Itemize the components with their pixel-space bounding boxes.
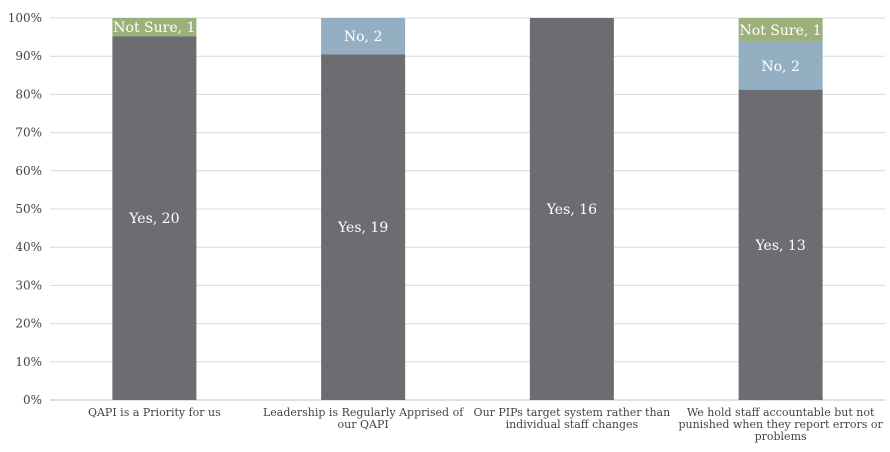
y-tick-label: 100% (8, 11, 42, 25)
category-label: Leadership is Regularly Apprised of our Q… (263, 406, 464, 431)
y-tick-label: 80% (15, 87, 42, 101)
bar-segment-not-sure (112, 18, 197, 37)
y-tick-label: 40% (15, 240, 42, 254)
y-tick-label: 70% (15, 126, 42, 140)
bar-segment-not-sure (738, 18, 823, 42)
category-label-line: problems (755, 430, 807, 443)
y-tick-label: 20% (15, 317, 42, 331)
category-label: We hold staff accountable but not punishe… (678, 406, 883, 443)
y-axis-ticks: 0% 10% 20% 30% 40% 50% 60% 70% 80% 90% 100% (8, 11, 42, 407)
data-label: Not Sure, 1 (113, 20, 195, 36)
data-label: Yes, 16 (546, 202, 597, 218)
y-tick-label: 50% (15, 202, 42, 216)
y-tick-label: 0% (23, 393, 42, 407)
data-label: Yes, 19 (337, 220, 388, 236)
category-label-line: Our PIPs target system rather than (474, 406, 671, 419)
bar-segment-yes (738, 89, 823, 400)
data-label: Not Sure, 1 (740, 23, 822, 39)
x-axis-categories: QAPI is a Priority for us Leadership is R… (88, 406, 884, 443)
data-label: No, 2 (344, 29, 383, 45)
bar-segment-yes (529, 18, 614, 400)
bar-segment-no (738, 41, 823, 90)
data-labels: Yes, 20 Not Sure, 1 Yes, 19 No, 2 Yes, 16 Yes… (113, 20, 821, 254)
category-label: QAPI is a Priority for us (88, 406, 221, 419)
y-tick-label: 30% (15, 278, 42, 292)
y-tick-label: 60% (15, 164, 42, 178)
category-label-line: Leadership is Regularly Apprised of (263, 406, 464, 419)
data-label: Yes, 13 (755, 238, 806, 254)
y-tick-label: 10% (15, 355, 42, 369)
category-label-line: our QAPI (338, 418, 389, 431)
bar-segment-yes (321, 54, 406, 400)
bars (112, 18, 823, 400)
data-label: No, 2 (761, 59, 800, 75)
y-tick-label: 90% (15, 49, 42, 63)
bar-segment-no (321, 18, 406, 55)
category-label-line: punished when they report errors or (678, 418, 883, 431)
category-label-line: We hold staff accountable but not (687, 406, 875, 419)
data-label: Yes, 20 (128, 211, 179, 227)
category-label: Our PIPs target system rather than indivi… (474, 406, 671, 431)
category-label-line: individual staff changes (506, 418, 639, 431)
category-label-line: QAPI is a Priority for us (88, 406, 221, 419)
bar-segment-yes (112, 36, 197, 400)
